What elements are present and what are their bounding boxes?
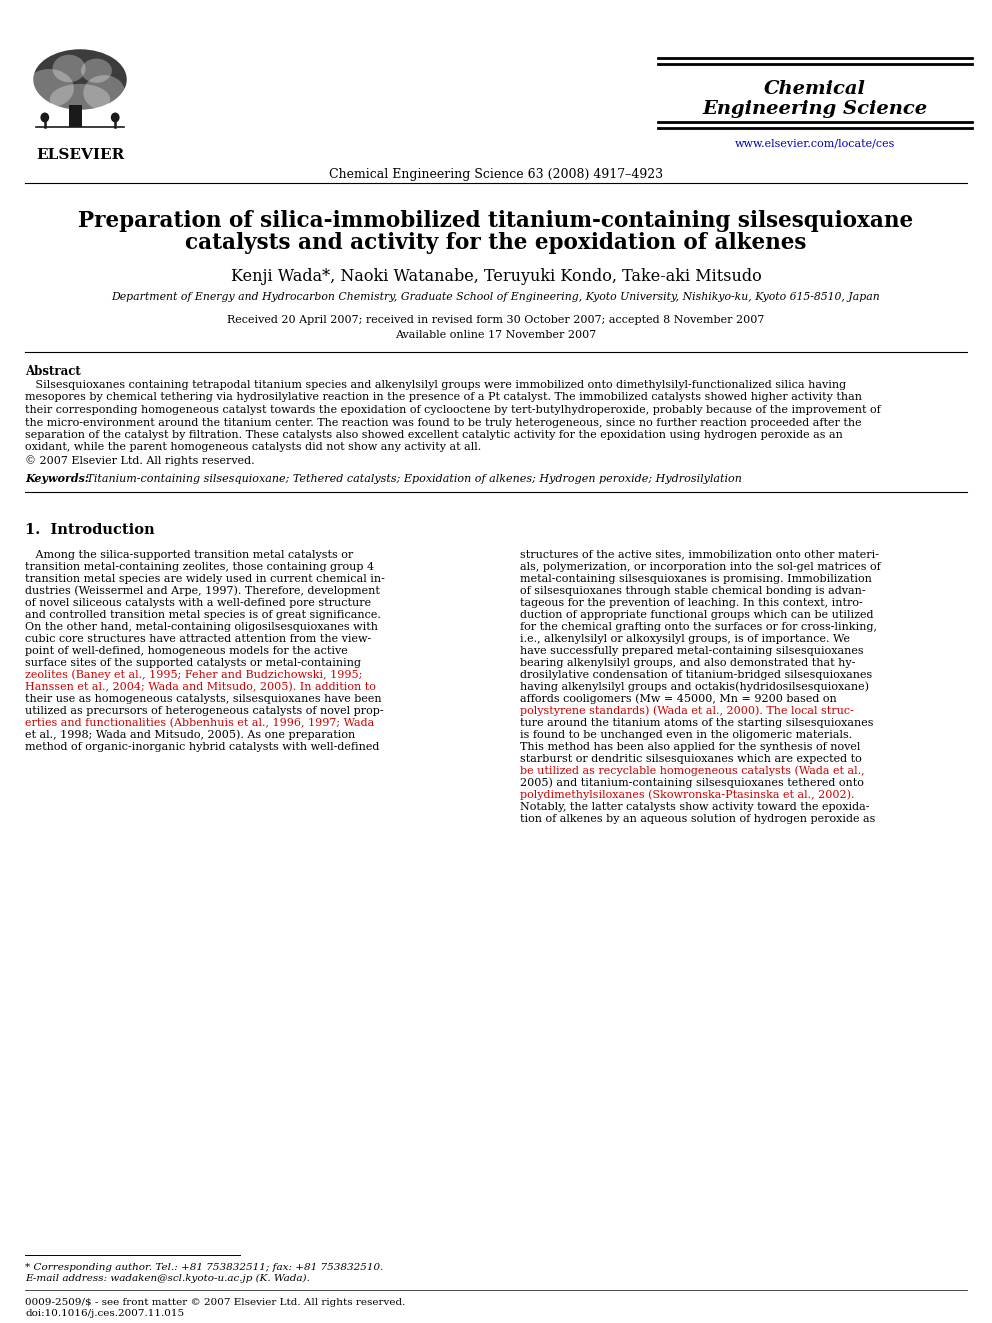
Ellipse shape [41,112,50,123]
Ellipse shape [111,112,120,123]
Text: starburst or dendritic silsesquioxanes which are expected to: starburst or dendritic silsesquioxanes w… [520,754,862,763]
Text: catalysts and activity for the epoxidation of alkenes: catalysts and activity for the epoxidati… [186,232,806,254]
Text: E-mail address: wadaken@scl.kyoto-u.ac.jp (K. Wada).: E-mail address: wadaken@scl.kyoto-u.ac.j… [25,1274,310,1283]
Text: Department of Energy and Hydrocarbon Chemistry, Graduate School of Engineering, : Department of Energy and Hydrocarbon Che… [112,292,880,302]
Text: their use as homogeneous catalysts, silsesquioxanes have been: their use as homogeneous catalysts, sils… [25,693,382,704]
Text: of silsesquioxanes through stable chemical bonding is advan-: of silsesquioxanes through stable chemic… [520,586,866,595]
Text: transition metal species are widely used in current chemical in-: transition metal species are widely used… [25,573,385,583]
Text: ture around the titanium atoms of the starting silsesquioxanes: ture around the titanium atoms of the st… [520,717,874,728]
Text: their corresponding homogeneous catalyst towards the epoxidation of cyclooctene : their corresponding homogeneous catalyst… [25,405,881,415]
Ellipse shape [34,49,127,110]
Ellipse shape [25,69,74,107]
Text: polydimethylsiloxanes (Skowronska-Ptasinska et al., 2002).: polydimethylsiloxanes (Skowronska-Ptasin… [520,790,854,800]
Text: of novel siliceous catalysts with a well-defined pore structure: of novel siliceous catalysts with a well… [25,598,371,607]
Text: be utilized as recyclable homogeneous catalysts (Wada et al.,: be utilized as recyclable homogeneous ca… [520,766,865,777]
Text: ELSEVIER: ELSEVIER [36,148,124,161]
Text: als, polymerization, or incorporation into the sol-gel matrices of: als, polymerization, or incorporation in… [520,561,881,572]
Text: metal-containing silsesquioxanes is promising. Immobilization: metal-containing silsesquioxanes is prom… [520,573,872,583]
Text: cubic core structures have attracted attention from the view-: cubic core structures have attracted att… [25,634,371,643]
Text: 0009-2509/$ - see front matter © 2007 Elsevier Ltd. All rights reserved.: 0009-2509/$ - see front matter © 2007 El… [25,1298,406,1307]
Text: © 2007 Elsevier Ltd. All rights reserved.: © 2007 Elsevier Ltd. All rights reserved… [25,455,255,466]
Text: transition metal-containing zeolites, those containing group 4: transition metal-containing zeolites, th… [25,561,374,572]
Text: Chemical: Chemical [764,79,866,98]
Text: oxidant, while the parent homogeneous catalysts did not show any activity at all: oxidant, while the parent homogeneous ca… [25,442,481,452]
Text: bearing alkenylsilyl groups, and also demonstrated that hy-: bearing alkenylsilyl groups, and also de… [520,658,855,668]
Text: is found to be unchanged even in the oligomeric materials.: is found to be unchanged even in the oli… [520,729,852,740]
Text: method of organic-inorganic hybrid catalysts with well-defined: method of organic-inorganic hybrid catal… [25,741,379,751]
Text: Hanssen et al., 2004; Wada and Mitsudo, 2005). In addition to: Hanssen et al., 2004; Wada and Mitsudo, … [25,681,376,692]
Text: tion of alkenes by an aqueous solution of hydrogen peroxide as: tion of alkenes by an aqueous solution o… [520,814,875,823]
Text: Chemical Engineering Science 63 (2008) 4917–4923: Chemical Engineering Science 63 (2008) 4… [329,168,663,181]
Text: This method has been also applied for the synthesis of novel: This method has been also applied for th… [520,741,860,751]
Text: and controlled transition metal species is of great significance.: and controlled transition metal species … [25,610,381,619]
Text: 1.  Introduction: 1. Introduction [25,524,155,537]
Bar [69,105,82,127]
Text: Abstract: Abstract [25,365,80,378]
Text: Available online 17 November 2007: Available online 17 November 2007 [396,329,596,340]
Text: having alkenylsilyl groups and octakis(hydridosilsesquioxane): having alkenylsilyl groups and octakis(h… [520,681,869,692]
Text: structures of the active sites, immobilization onto other materi-: structures of the active sites, immobili… [520,549,879,560]
Text: erties and functionalities (Abbenhuis et al., 1996, 1997; Wada: erties and functionalities (Abbenhuis et… [25,717,374,728]
Text: the micro-environment around the titanium center. The reaction was found to be t: the micro-environment around the titaniu… [25,418,862,427]
Text: www.elsevier.com/locate/ces: www.elsevier.com/locate/ces [735,138,895,148]
Text: duction of appropriate functional groups which can be utilized: duction of appropriate functional groups… [520,610,874,619]
Text: separation of the catalyst by filtration. These catalysts also showed excellent : separation of the catalyst by filtration… [25,430,843,441]
Text: Keywords:: Keywords: [25,474,89,484]
Text: for the chemical grafting onto the surfaces or for cross-linking,: for the chemical grafting onto the surfa… [520,622,877,631]
Text: doi:10.1016/j.ces.2007.11.015: doi:10.1016/j.ces.2007.11.015 [25,1308,185,1318]
Text: have successfully prepared metal-containing silsesquioxanes: have successfully prepared metal-contain… [520,646,864,655]
Text: i.e., alkenylsilyl or alkoxysilyl groups, is of importance. We: i.e., alkenylsilyl or alkoxysilyl groups… [520,634,850,643]
Text: polystyrene standards) (Wada et al., 2000). The local struc-: polystyrene standards) (Wada et al., 200… [520,705,854,716]
Text: drosilylative condensation of titanium-bridged silsesquioxanes: drosilylative condensation of titanium-b… [520,669,872,680]
Text: point of well-defined, homogeneous models for the active: point of well-defined, homogeneous model… [25,646,348,655]
Text: Among the silica-supported transition metal catalysts or: Among the silica-supported transition me… [25,549,353,560]
Text: 2005) and titanium-containing silsesquioxanes tethered onto: 2005) and titanium-containing silsesquio… [520,778,864,789]
Text: Preparation of silica-immobilized titanium-containing silsesquioxane: Preparation of silica-immobilized titani… [78,210,914,232]
Text: Titanium-containing silsesquioxane; Tethered catalysts; Epoxidation of alkenes; : Titanium-containing silsesquioxane; Teth… [83,474,742,483]
Ellipse shape [83,75,125,110]
Text: Received 20 April 2007; received in revised form 30 October 2007; accepted 8 Nov: Received 20 April 2007; received in revi… [227,315,765,325]
Text: Notably, the latter catalysts show activity toward the epoxida-: Notably, the latter catalysts show activ… [520,802,870,811]
Ellipse shape [81,58,112,83]
Text: et al., 1998; Wada and Mitsudo, 2005). As one preparation: et al., 1998; Wada and Mitsudo, 2005). A… [25,729,355,740]
Ellipse shape [53,54,85,82]
Text: Kenji Wada*, Naoki Watanabe, Teruyuki Kondo, Take-aki Mitsudo: Kenji Wada*, Naoki Watanabe, Teruyuki Ko… [230,269,762,284]
Text: * Corresponding author. Tel.: +81 753832511; fax: +81 753832510.: * Corresponding author. Tel.: +81 753832… [25,1263,383,1271]
Text: Silsesquioxanes containing tetrapodal titanium species and alkenylsilyl groups w: Silsesquioxanes containing tetrapodal ti… [25,380,846,390]
Text: zeolites (Baney et al., 1995; Feher and Budzichowski, 1995;: zeolites (Baney et al., 1995; Feher and … [25,669,362,680]
Text: affords cooligomers (Mw = 45000, Mn = 9200 based on: affords cooligomers (Mw = 45000, Mn = 92… [520,693,836,704]
Text: Engineering Science: Engineering Science [702,101,928,118]
Ellipse shape [50,83,110,115]
Text: tageous for the prevention of leaching. In this context, intro-: tageous for the prevention of leaching. … [520,598,863,607]
Text: On the other hand, metal-containing oligosilsesquioxanes with: On the other hand, metal-containing olig… [25,622,378,631]
Text: dustries (Weissermel and Arpe, 1997). Therefore, development: dustries (Weissermel and Arpe, 1997). Th… [25,586,380,597]
Text: utilized as precursors of heterogeneous catalysts of novel prop-: utilized as precursors of heterogeneous … [25,705,384,716]
Text: mesopores by chemical tethering via hydrosilylative reaction in the presence of : mesopores by chemical tethering via hydr… [25,393,862,402]
Text: surface sites of the supported catalysts or metal-containing: surface sites of the supported catalysts… [25,658,361,668]
